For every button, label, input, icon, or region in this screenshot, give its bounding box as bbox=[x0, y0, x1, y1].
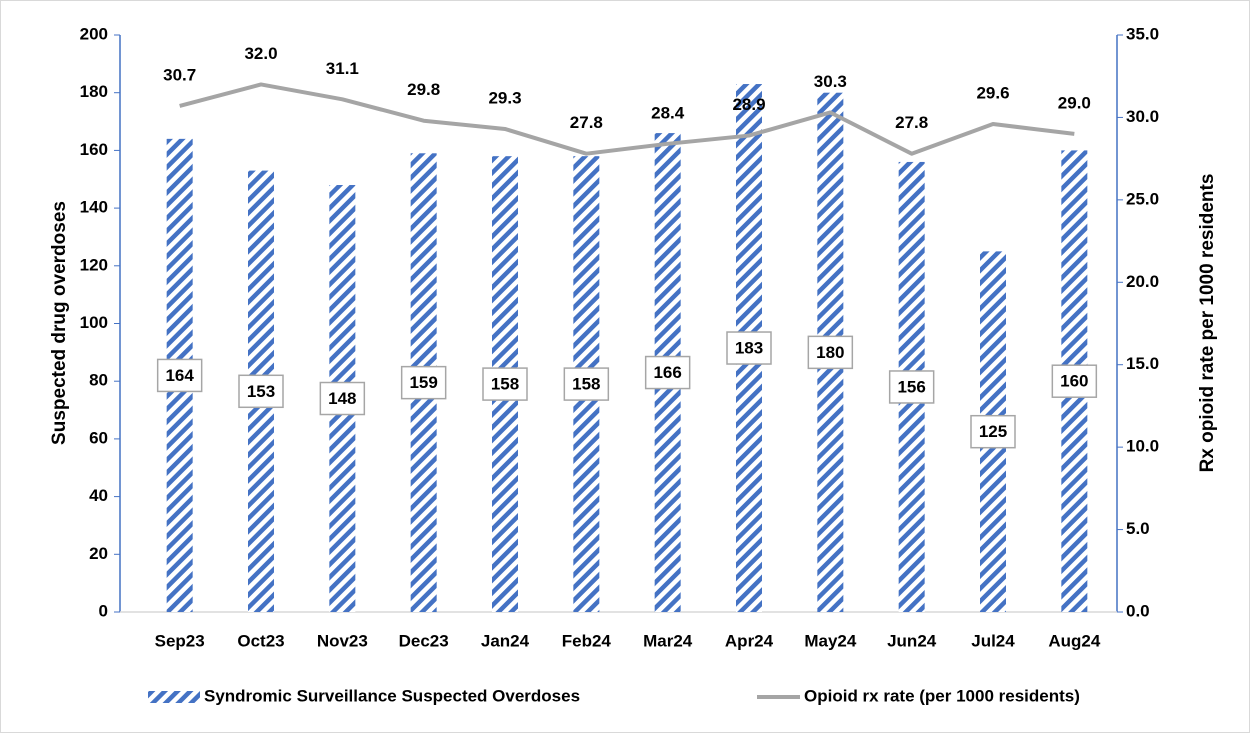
y2-tick-label: 10.0 bbox=[1126, 437, 1159, 456]
data-label: 27.8 bbox=[570, 113, 603, 132]
x-tick-label: Nov23 bbox=[317, 631, 368, 650]
y-tick-label: 160 bbox=[80, 140, 108, 159]
y-tick-label: 40 bbox=[89, 486, 108, 505]
y2-tick-label: 15.0 bbox=[1126, 354, 1159, 373]
data-label-box bbox=[238, 374, 284, 409]
data-label: 158 bbox=[491, 375, 519, 394]
data-label: 30.3 bbox=[814, 72, 847, 91]
data-label: 32.0 bbox=[244, 44, 277, 63]
data-label: 27.8 bbox=[895, 113, 928, 132]
data-label: 166 bbox=[653, 363, 681, 382]
y2-tick-label: 5.0 bbox=[1126, 519, 1150, 538]
data-label: 159 bbox=[409, 373, 437, 392]
y2-tick-label: 0.0 bbox=[1126, 601, 1150, 620]
x-tick-label: Jul24 bbox=[971, 631, 1015, 650]
data-label: 29.8 bbox=[407, 80, 440, 99]
data-label-box bbox=[970, 414, 1016, 449]
data-label-box bbox=[156, 358, 203, 393]
x-tick-label: Oct23 bbox=[237, 631, 284, 650]
x-tick-label: Mar24 bbox=[643, 631, 693, 650]
y2-axis-title: Rx opioid rate per 1000 residents bbox=[1197, 174, 1218, 473]
data-label: 153 bbox=[247, 382, 275, 401]
x-tick-label: Jan24 bbox=[481, 631, 530, 650]
data-label: 125 bbox=[979, 422, 1007, 441]
x-tick-label: Jun24 bbox=[887, 631, 937, 650]
x-tick-label: Dec23 bbox=[399, 631, 449, 650]
y-tick-label: 200 bbox=[80, 24, 108, 43]
data-label-box bbox=[563, 367, 610, 401]
x-tick-label: Sep23 bbox=[155, 631, 205, 650]
legend-swatch bbox=[148, 691, 200, 703]
data-label: 160 bbox=[1060, 372, 1088, 391]
data-label-box bbox=[807, 335, 854, 370]
y-tick-label: 100 bbox=[80, 313, 108, 332]
y-tick-label: 60 bbox=[89, 428, 108, 447]
data-label: 164 bbox=[165, 366, 194, 385]
data-label: 156 bbox=[897, 377, 925, 396]
x-tick-label: May24 bbox=[804, 631, 857, 650]
y-tick-label: 180 bbox=[80, 82, 108, 101]
x-tick-label: Feb24 bbox=[562, 631, 612, 650]
y2-tick-label: 30.0 bbox=[1126, 107, 1159, 126]
data-label: 158 bbox=[572, 375, 600, 394]
y-tick-label: 140 bbox=[80, 198, 108, 217]
data-label-box bbox=[1051, 364, 1098, 398]
data-label: 29.6 bbox=[976, 84, 1009, 103]
data-label-box bbox=[644, 355, 691, 390]
y2-tick-label: 25.0 bbox=[1126, 189, 1159, 208]
y-tick-label: 120 bbox=[80, 255, 108, 274]
data-label-box bbox=[400, 365, 447, 400]
y-tick-label: 0 bbox=[99, 601, 108, 620]
y-axis-title: Suspected drug overdoses bbox=[49, 201, 70, 445]
y-tick-label: 20 bbox=[89, 544, 108, 563]
x-tick-label: Aug24 bbox=[1048, 631, 1101, 650]
legend-label: Syndromic Surveillance Suspected Overdos… bbox=[204, 686, 580, 705]
data-label-box bbox=[726, 331, 772, 365]
data-label-box bbox=[319, 381, 366, 416]
data-label-box bbox=[482, 367, 528, 401]
y2-tick-label: 20.0 bbox=[1126, 272, 1159, 291]
line bbox=[179, 82, 1075, 156]
data-label: 180 bbox=[816, 343, 844, 362]
data-label: 28.9 bbox=[732, 95, 765, 114]
legend-label: Opioid rx rate (per 1000 residents) bbox=[804, 686, 1080, 705]
y-tick-label: 80 bbox=[89, 371, 108, 390]
data-label: 30.7 bbox=[163, 65, 196, 84]
data-label: 183 bbox=[735, 339, 763, 358]
data-label-box bbox=[888, 370, 935, 404]
x-tick-label: Apr24 bbox=[725, 631, 774, 650]
data-label: 29.3 bbox=[488, 88, 521, 107]
data-label: 31.1 bbox=[326, 59, 359, 78]
data-label: 148 bbox=[328, 389, 356, 408]
data-label: 28.4 bbox=[651, 103, 685, 122]
y2-tick-label: 35.0 bbox=[1126, 24, 1159, 43]
data-label: 29.0 bbox=[1058, 93, 1091, 112]
